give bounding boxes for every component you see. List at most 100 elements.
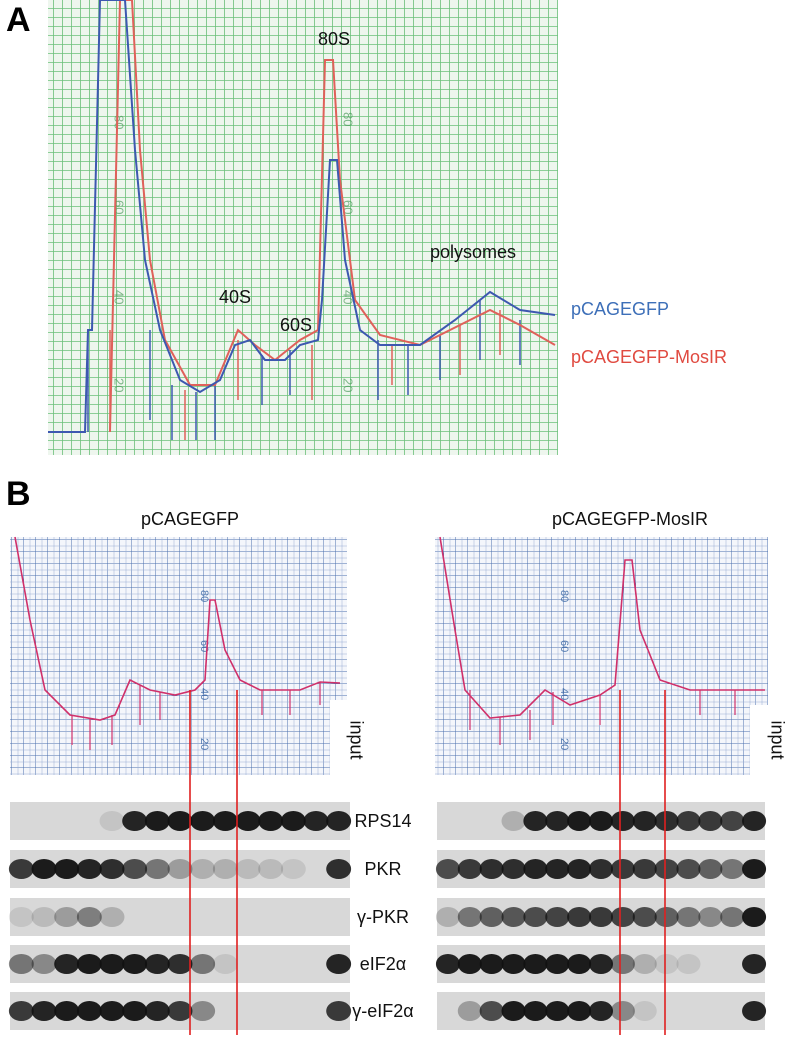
band (654, 859, 679, 879)
band (8, 907, 34, 927)
band (258, 811, 284, 831)
band (212, 811, 238, 831)
band (501, 907, 526, 927)
band (326, 1001, 352, 1021)
band (54, 859, 80, 879)
band (326, 954, 352, 974)
band (457, 907, 482, 927)
band (479, 954, 504, 974)
scale-label: 20 (341, 378, 356, 392)
band (144, 954, 170, 974)
band (258, 859, 284, 879)
band (632, 954, 657, 974)
band (567, 1001, 592, 1021)
band (632, 907, 657, 927)
trace (14, 536, 341, 721)
band (501, 954, 526, 974)
band (190, 954, 216, 974)
band (99, 954, 125, 974)
blot-label: γ-PKR (357, 907, 409, 927)
band (144, 811, 170, 831)
band (122, 859, 148, 879)
band (632, 1001, 657, 1021)
trace (439, 536, 765, 719)
trace-red (109, 0, 556, 433)
band (632, 859, 657, 879)
blot-label: RPS14 (354, 811, 411, 831)
band (31, 859, 57, 879)
band (99, 907, 125, 927)
band (167, 811, 193, 831)
band (212, 954, 238, 974)
paper-gap (750, 705, 770, 776)
scale-label: 60 (112, 200, 127, 214)
band (212, 859, 238, 879)
band (326, 859, 352, 879)
band (742, 1001, 767, 1021)
band (8, 859, 34, 879)
blot (10, 898, 350, 936)
scale-label: 80 (198, 590, 210, 602)
band (720, 859, 745, 879)
band (76, 859, 102, 879)
panel-label: B (6, 475, 31, 513)
band (742, 954, 767, 974)
band (479, 907, 504, 927)
band (632, 811, 657, 831)
band (676, 907, 701, 927)
band (742, 859, 767, 879)
band (167, 1001, 193, 1021)
band (676, 859, 701, 879)
band (501, 859, 526, 879)
band (698, 859, 723, 879)
band (99, 1001, 125, 1021)
band (588, 954, 614, 974)
band (654, 954, 679, 974)
band (8, 1001, 34, 1021)
band (610, 859, 635, 879)
band (545, 859, 570, 879)
blot-label: PKR (364, 859, 401, 879)
band (523, 1001, 548, 1021)
band (742, 907, 767, 927)
band (676, 811, 701, 831)
band (144, 1001, 170, 1021)
scale-label: 20 (112, 378, 127, 392)
peak-label: 80S (318, 29, 350, 49)
band (654, 811, 679, 831)
input-label: input (767, 720, 787, 759)
band (501, 1001, 526, 1021)
western-blots: RPS14 PKR γ-PKR eIF2α γ-eIF2α (8, 802, 767, 1030)
chart-paper (435, 537, 768, 775)
band (457, 1001, 482, 1021)
chart-paper (10, 537, 347, 775)
band (588, 859, 614, 879)
band (280, 859, 306, 879)
legend-entry: pCAGEGFP (571, 299, 669, 319)
input-label: input (346, 720, 366, 759)
band (76, 954, 102, 974)
peak-label: polysomes (430, 242, 516, 262)
band (479, 1001, 504, 1021)
band (190, 1001, 216, 1021)
band (610, 907, 635, 927)
paper-gap (330, 700, 350, 776)
band (122, 1001, 148, 1021)
band (545, 954, 570, 974)
band (698, 907, 723, 927)
band (567, 954, 592, 974)
band (235, 811, 261, 831)
band (588, 811, 614, 831)
band (76, 907, 102, 927)
band (457, 859, 482, 879)
peak-label: 60S (280, 315, 312, 335)
band (31, 907, 57, 927)
profile-title: pCAGEGFP (141, 509, 239, 529)
band (676, 954, 701, 974)
band (99, 859, 125, 879)
scale-label: 20 (558, 738, 570, 750)
scale-label: 20 (198, 738, 210, 750)
panel-label: A (6, 1, 31, 39)
band (435, 954, 460, 974)
band (720, 907, 745, 927)
